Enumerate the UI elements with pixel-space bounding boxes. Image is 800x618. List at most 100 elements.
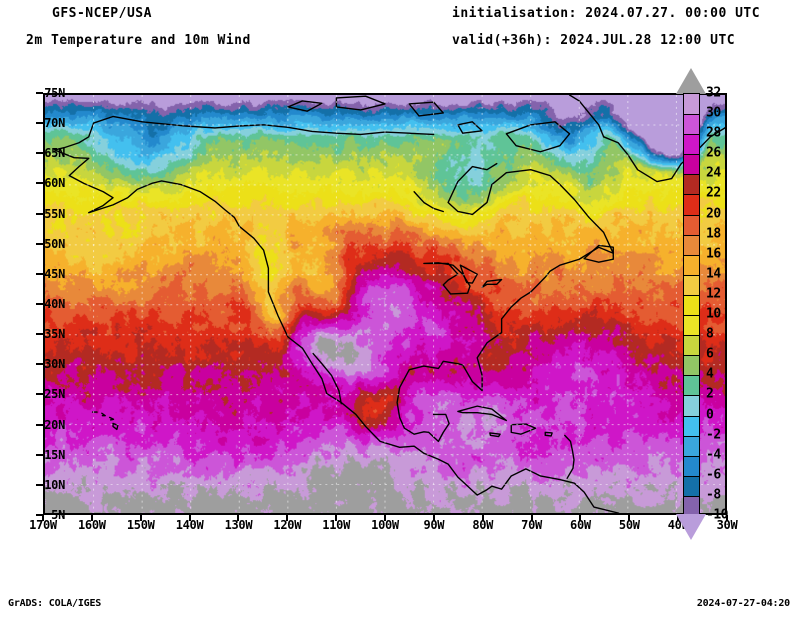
colorbar-tick-label: 8 bbox=[706, 326, 714, 342]
longitude-tick-label: 30W bbox=[716, 518, 738, 532]
longitude-tick-label: 150W bbox=[126, 518, 155, 532]
longitude-tick-label: 60W bbox=[570, 518, 591, 532]
colorbar-band bbox=[684, 214, 699, 235]
longitude-tick-mark bbox=[481, 515, 484, 521]
colorbar-tick-label: 10 bbox=[706, 306, 721, 322]
footer-timestamp: 2024-07-27-04:20 bbox=[696, 598, 790, 609]
latitude-tick-mark bbox=[36, 423, 43, 426]
colorbar-tick-label: 4 bbox=[706, 366, 714, 382]
latitude-tick-mark bbox=[36, 363, 43, 366]
colorbar-band bbox=[684, 435, 699, 456]
colorbar-tick-label: 24 bbox=[706, 165, 721, 181]
colorbar-tick-label: 14 bbox=[706, 266, 721, 282]
latitude-tick-label: 70N bbox=[44, 116, 65, 131]
header-field-title: 2m Temperature and 10m Wind bbox=[26, 33, 251, 48]
longitude-tick-mark bbox=[90, 515, 93, 521]
colorbar-tick-label: 26 bbox=[706, 145, 721, 161]
latitude-tick-mark bbox=[36, 272, 43, 275]
colorbar-band bbox=[684, 455, 699, 476]
colorbar-band bbox=[684, 234, 699, 255]
colorbar-tick-label: -6 bbox=[706, 467, 721, 483]
longitude-tick-mark bbox=[628, 515, 631, 521]
colorbar-band bbox=[684, 194, 699, 215]
latitude-tick-mark bbox=[36, 152, 43, 155]
longitude-tick-label: 80W bbox=[472, 518, 494, 532]
latitude-tick-mark bbox=[36, 453, 43, 456]
longitude-tick-mark bbox=[42, 515, 44, 521]
colorbar-tick-label: -8 bbox=[706, 487, 721, 503]
longitude-tick-label: 100W bbox=[371, 518, 399, 532]
colorbar-extend-high-arrow bbox=[676, 68, 706, 94]
latitude-tick-label: 30N bbox=[44, 357, 65, 372]
latitude-tick-label: 45N bbox=[44, 266, 65, 281]
latitude-tick-mark bbox=[36, 303, 43, 305]
latitude-tick-mark bbox=[36, 393, 43, 396]
colorbar-band bbox=[684, 254, 699, 275]
longitude-tick-label: 130W bbox=[224, 518, 253, 532]
colorbar-tick-label: 20 bbox=[706, 206, 721, 222]
colorbar-tick-label: 0 bbox=[706, 407, 714, 423]
latitude-tick-mark bbox=[36, 212, 43, 215]
header-initialisation-time: initialisation: 2024.07.27. 00:00 UTC bbox=[452, 6, 761, 21]
colorbar-tick-label: 28 bbox=[706, 125, 721, 141]
longitude-tick-label: 90W bbox=[423, 518, 445, 532]
colorbar-band bbox=[684, 134, 699, 155]
latitude-tick-label: 5N bbox=[51, 508, 65, 522]
longitude-tick-label: 160W bbox=[77, 518, 106, 532]
colorbar-tick-label: 30 bbox=[706, 105, 721, 121]
colorbar-tick-label: 22 bbox=[706, 185, 721, 201]
longitude-tick-label: 170W bbox=[29, 518, 57, 532]
longitude-tick-mark bbox=[579, 515, 582, 521]
colorbar-band bbox=[684, 315, 699, 336]
colorbar-band bbox=[684, 475, 699, 496]
colorbar-tick-label: 2 bbox=[706, 386, 714, 402]
longitude-tick-label: 50W bbox=[618, 518, 640, 532]
latitude-tick-mark bbox=[36, 182, 43, 185]
colorbar-tick-label: -4 bbox=[706, 447, 721, 463]
latitude-tick-label: 75N bbox=[44, 86, 65, 100]
longitude-tick-mark bbox=[188, 515, 191, 521]
colorbar-tick-label: 12 bbox=[706, 286, 721, 302]
temperature-colorbar[interactable] bbox=[683, 93, 700, 516]
colorbar-band bbox=[684, 335, 699, 356]
longitude-tick-mark bbox=[530, 515, 533, 521]
colorbar-band bbox=[684, 174, 699, 195]
longitude-tick-mark bbox=[237, 515, 240, 521]
longitude-tick-label: 70W bbox=[521, 518, 542, 532]
latitude-tick-mark bbox=[36, 483, 43, 486]
latitude-tick-mark bbox=[36, 333, 43, 336]
latitude-tick-mark bbox=[36, 92, 43, 94]
longitude-tick-mark bbox=[726, 515, 728, 521]
colorbar-band bbox=[684, 154, 699, 175]
colorbar-tick-label: 32 bbox=[706, 85, 721, 101]
colorbar-tick-label: -2 bbox=[706, 427, 721, 443]
longitude-tick-label: 120W bbox=[273, 518, 302, 532]
longitude-tick-label: 110W bbox=[322, 518, 350, 532]
latitude-tick-mark bbox=[36, 514, 43, 516]
latitude-tick-label: 35N bbox=[44, 327, 65, 342]
longitude-tick-label: 140W bbox=[175, 518, 204, 532]
longitude-tick-mark bbox=[286, 515, 289, 521]
latitude-tick-mark bbox=[36, 122, 43, 125]
latitude-tick-label: 25N bbox=[44, 387, 65, 402]
footer-credit: GrADS: COLA/IGES bbox=[8, 598, 102, 609]
longitude-tick-mark bbox=[432, 515, 435, 521]
latitude-tick-label: 20N bbox=[44, 417, 65, 432]
latitude-tick-label: 55N bbox=[44, 206, 65, 221]
colorbar-extend-low-arrow bbox=[676, 514, 706, 540]
colorbar-band bbox=[684, 294, 699, 316]
colorbar-tick-label: 18 bbox=[706, 226, 721, 242]
latitude-tick-label: 15N bbox=[44, 447, 65, 462]
colorbar-band bbox=[684, 375, 699, 396]
colorbar-band bbox=[684, 415, 699, 436]
latitude-tick-label: 50N bbox=[44, 236, 65, 251]
header-model-title: GFS-NCEP/USA bbox=[52, 6, 152, 21]
latitude-tick-label: 65N bbox=[44, 146, 65, 161]
latitude-tick-label: 60N bbox=[44, 176, 65, 191]
temperature-map-plot[interactable] bbox=[43, 93, 727, 515]
colorbar-band bbox=[684, 395, 699, 416]
latitude-tick-mark bbox=[36, 242, 43, 245]
temperature-field-raster bbox=[45, 95, 725, 513]
longitude-tick-mark bbox=[335, 515, 338, 521]
colorbar-band bbox=[684, 94, 699, 115]
